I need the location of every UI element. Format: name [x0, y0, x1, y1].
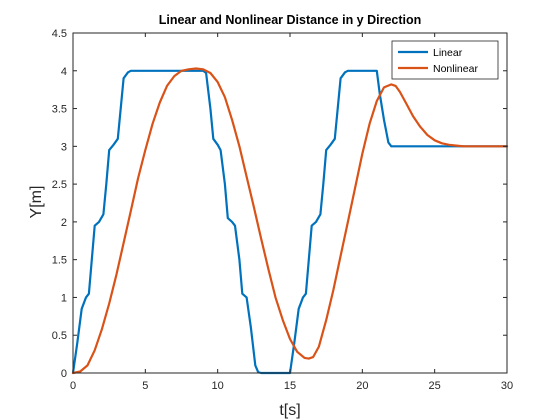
x-tick-label: 25: [429, 380, 441, 392]
x-axis-label: t[s]: [279, 402, 300, 419]
series-layer: [71, 67, 509, 375]
x-tick-label: 5: [142, 380, 148, 392]
x-tick-label: 30: [501, 380, 513, 392]
y-tick-label: 4: [61, 66, 67, 78]
y-tick-label: 3.5: [52, 104, 67, 116]
y-tick-label: 0.5: [52, 330, 67, 342]
y-axis-label: Y[m]: [28, 186, 45, 219]
y-tick-label: 1: [61, 292, 67, 304]
series-line-nonlinear: [71, 67, 509, 375]
legend: Linear Nonlinear: [391, 40, 499, 80]
series-line-linear: [71, 69, 509, 375]
y-tick-label: 4.5: [52, 28, 67, 40]
legend-box: [391, 40, 499, 80]
y-tick-label: 0: [61, 368, 67, 380]
y-tick-label: 3: [61, 141, 67, 153]
x-tick-label: 20: [356, 380, 368, 392]
legend-label-nonlinear: Nonlinear: [433, 63, 478, 75]
plot-area: [73, 33, 507, 373]
y-tick-label: 2.5: [52, 179, 67, 191]
chart-title: Linear and Nonlinear Distance in y Direc…: [159, 13, 422, 27]
y-tick-label: 1.5: [52, 255, 67, 267]
x-tick-label: 10: [212, 380, 224, 392]
legend-label-linear: Linear: [433, 47, 463, 59]
y-tick-label: 2: [61, 217, 67, 229]
x-tick-label: 0: [70, 380, 76, 392]
x-tick-label: 15: [284, 380, 296, 392]
ticks-layer: 0 5 10 15 20 25 30 0 0.5 1 1.5 2 2.5 3 3.5 4 4.5: [52, 28, 513, 392]
